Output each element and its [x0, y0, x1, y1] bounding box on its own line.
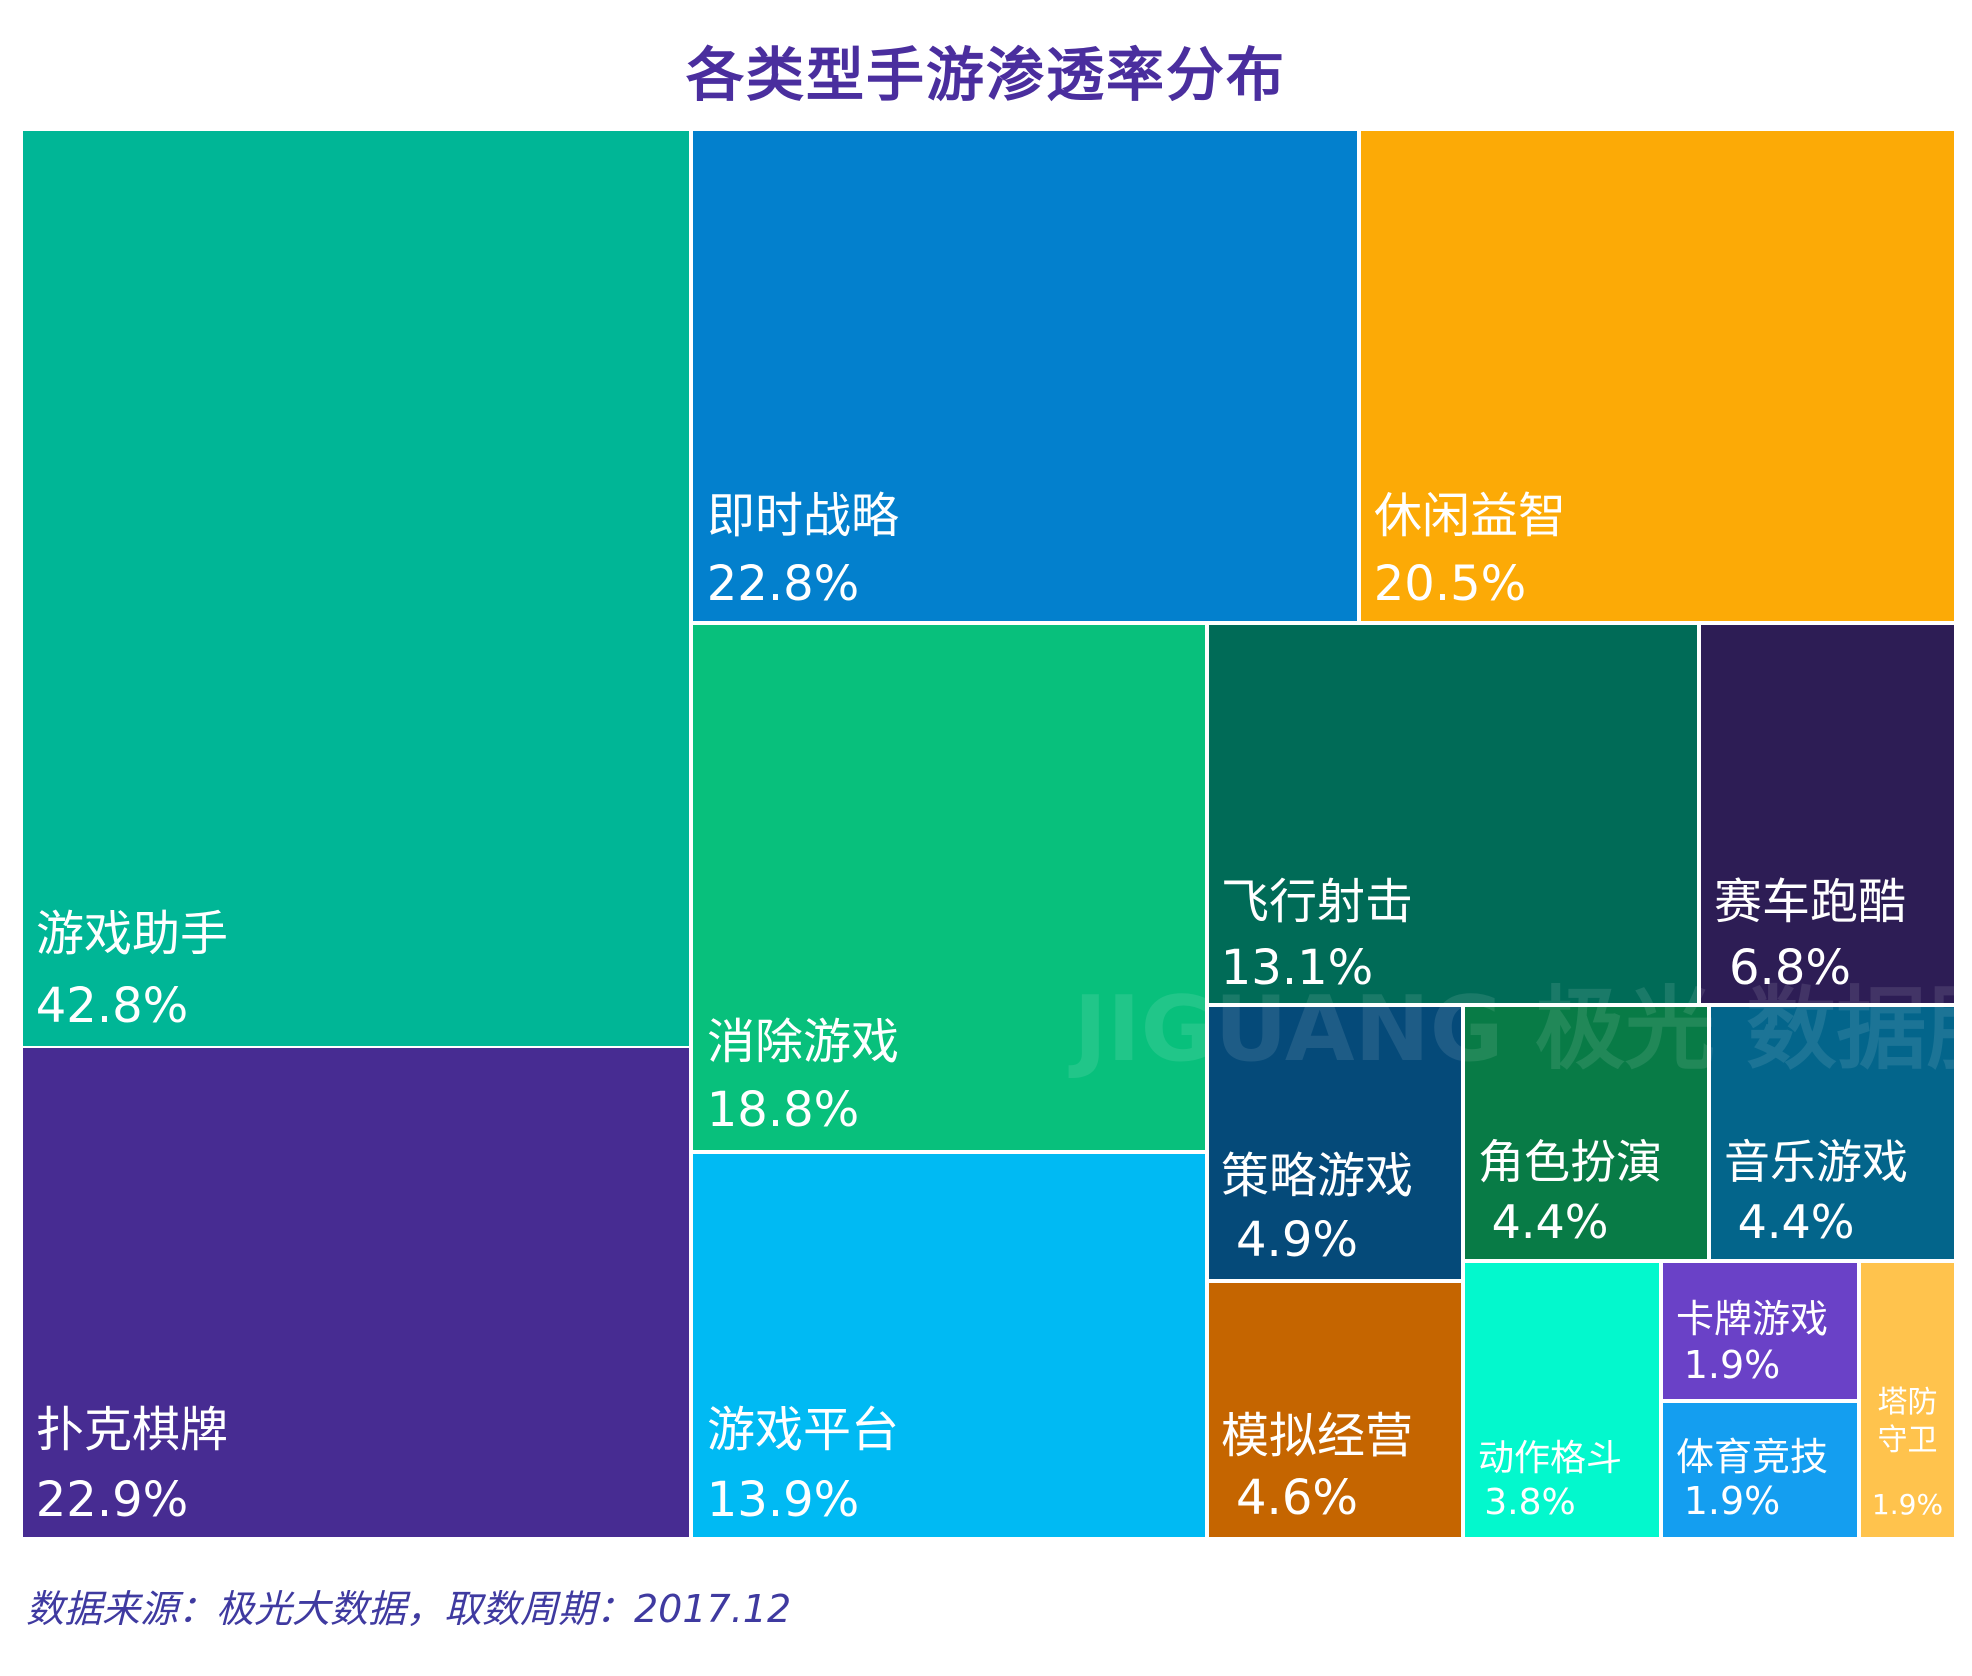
- cell-label: 动作格斗: [1478, 1438, 1622, 1479]
- cell-label: 休闲益智: [1374, 488, 1566, 544]
- treemap-cell: 角色扮演 4.4%: [1463, 1005, 1709, 1261]
- treemap-rect: [21, 129, 691, 1048]
- cell-label: 策略游戏: [1221, 1148, 1413, 1204]
- cell-value: 42.8%: [36, 978, 188, 1034]
- treemap-cell: 游戏平台 13.9%: [691, 1152, 1207, 1539]
- cell-label: 飞行射击: [1221, 874, 1413, 930]
- treemap-cell: 扑克棋牌 22.9%: [21, 1046, 691, 1539]
- treemap-cell: 策略游戏 4.9%: [1207, 1005, 1463, 1281]
- treemap-rect: [1463, 1005, 1709, 1261]
- treemap-rect: [1709, 1005, 1956, 1261]
- cell-value: 22.9%: [36, 1472, 188, 1528]
- treemap-cell: 塔防守卫 1.9%: [1859, 1261, 1956, 1539]
- cell-label: 游戏助手: [36, 906, 228, 962]
- treemap-cell: 休闲益智 20.5%: [1359, 129, 1956, 623]
- cell-label: 卡牌游戏: [1676, 1297, 1828, 1341]
- treemap-rect: [1661, 1401, 1859, 1539]
- treemap-rect: [691, 129, 1359, 623]
- cell-label: 体育竞技: [1676, 1435, 1828, 1479]
- cell-value: 1.9%: [1684, 1343, 1781, 1387]
- cell-value: 4.6%: [1236, 1470, 1358, 1526]
- cell-label: 赛车跑酷: [1714, 874, 1906, 930]
- source-note: 数据来源：极光大数据，取数周期：2017.12: [26, 1587, 792, 1631]
- cell-value: 3.8%: [1484, 1482, 1575, 1523]
- cell-value: 4.4%: [1492, 1195, 1609, 1249]
- treemap-rect: [691, 623, 1207, 1152]
- treemap-cell: 飞行射击 13.1%: [1207, 623, 1699, 1005]
- cell-value: 22.8%: [707, 556, 859, 612]
- cell-label: 扑克棋牌: [36, 1402, 228, 1458]
- treemap-rect: [1207, 1005, 1463, 1281]
- cell-value: 20.5%: [1374, 556, 1526, 612]
- cell-value: 13.1%: [1221, 940, 1373, 996]
- treemap-cell: 模拟经营 4.6%: [1207, 1281, 1463, 1539]
- cell-value: 6.8%: [1729, 940, 1851, 996]
- treemap-rect: [1699, 623, 1956, 1005]
- cell-label: 模拟经营: [1221, 1408, 1413, 1464]
- treemap-rect: [691, 1152, 1207, 1539]
- treemap-rect: [1661, 1261, 1859, 1401]
- cell-label: 角色扮演: [1478, 1135, 1662, 1189]
- chart-title: 各类型手游渗透率分布: [685, 41, 1286, 109]
- cell-label: 消除游戏: [707, 1014, 899, 1070]
- treemap-cell: 音乐游戏 4.4%: [1709, 1005, 1956, 1261]
- treemap-rect: [21, 1046, 691, 1539]
- cell-label: 游戏平台: [707, 1402, 899, 1458]
- cell-value: 4.4%: [1738, 1195, 1855, 1249]
- treemap-cell: 游戏助手 42.8%: [21, 129, 691, 1048]
- cell-value: 4.9%: [1236, 1212, 1358, 1268]
- treemap-rect: [1859, 1261, 1956, 1539]
- cell-label: 即时战略: [707, 488, 899, 544]
- watermark: JIGUANG 极光 数据服务: [1068, 977, 1972, 1082]
- treemap-rect: [1359, 129, 1956, 623]
- cell-label: 音乐游戏: [1724, 1135, 1908, 1189]
- cell-label: 塔防守卫: [1878, 1385, 1938, 1458]
- treemap-cell: 即时战略 22.8%: [691, 129, 1359, 623]
- cell-value: 13.9%: [707, 1472, 859, 1528]
- cell-value: 1.9%: [1872, 1488, 1943, 1521]
- treemap-cell: 消除游戏 18.8%: [691, 623, 1207, 1152]
- treemap-rect: [1207, 623, 1699, 1005]
- cell-value: 1.9%: [1684, 1479, 1781, 1523]
- treemap-rect: [1463, 1261, 1661, 1539]
- cell-value: 18.8%: [707, 1082, 859, 1138]
- treemap-rect: [1207, 1281, 1463, 1539]
- treemap-cell: 赛车跑酷 6.8%: [1699, 623, 1956, 1005]
